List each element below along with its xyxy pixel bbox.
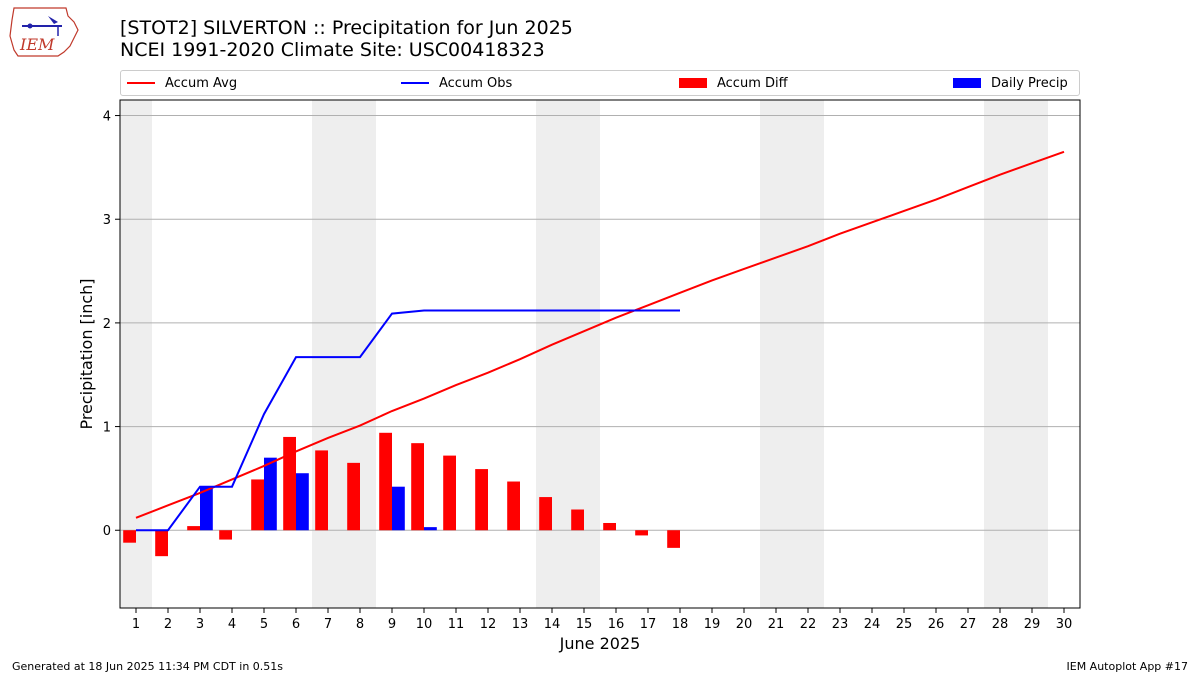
- legend-label: Daily Precip: [991, 75, 1068, 91]
- x-tick-label: 19: [704, 617, 721, 632]
- x-tick-label: 20: [736, 617, 753, 632]
- x-tick-label: 9: [388, 617, 396, 632]
- y-tick-label: 0: [103, 524, 111, 539]
- legend-item-accum-obs: Accum Obs: [401, 71, 512, 95]
- weekend-band: [344, 100, 376, 608]
- diff-bar: [571, 509, 584, 531]
- y-tick-label: 3: [103, 213, 111, 228]
- legend-label: Accum Avg: [165, 75, 238, 91]
- weekend-band: [312, 100, 344, 608]
- x-tick-label: 14: [544, 617, 561, 632]
- y-tick-label: 4: [103, 110, 111, 125]
- diff-bar: [539, 497, 552, 531]
- diff-bar: [475, 469, 488, 531]
- x-tick-label: 8: [356, 617, 364, 632]
- diff-bar: [155, 530, 168, 557]
- iem-logo: IEM: [9, 7, 79, 57]
- legend-swatch: [679, 78, 707, 88]
- x-tick-label: 5: [260, 617, 268, 632]
- chart-subtitle: NCEI 1991-2020 Climate Site: USC00418323: [120, 39, 545, 61]
- daily-bar: [392, 486, 405, 531]
- chart-title: [STOT2] SILVERTON :: Precipitation for J…: [120, 17, 573, 39]
- x-tick-label: 28: [992, 617, 1009, 632]
- x-axis-label: June 2025: [559, 634, 641, 653]
- diff-bar: [603, 522, 616, 531]
- diff-bar: [411, 443, 424, 531]
- y-tick-label: 2: [103, 317, 111, 332]
- legend-label: Accum Diff: [717, 75, 788, 91]
- weekend-band: [568, 100, 600, 608]
- daily-bar: [264, 457, 277, 531]
- diff-bar: [315, 450, 328, 531]
- weekend-band: [120, 100, 152, 608]
- x-tick-label: 3: [196, 617, 204, 632]
- diff-bar: [187, 526, 200, 531]
- x-tick-label: 26: [928, 617, 945, 632]
- x-tick-label: 13: [512, 617, 529, 632]
- lines: [135, 150, 1065, 532]
- daily-bar: [200, 486, 213, 531]
- diff-bar: [507, 481, 520, 531]
- accum-avg-line: [135, 150, 1065, 519]
- x-tick-label: 6: [292, 617, 300, 632]
- y-tick-label: 1: [103, 421, 111, 436]
- legend-item-accum-avg: Accum Avg: [127, 71, 237, 95]
- diff-bar: [443, 455, 456, 531]
- x-tick-label: 25: [896, 617, 913, 632]
- legend-swatch: [127, 82, 155, 84]
- x-tick-label: 2: [164, 617, 172, 632]
- legend-item-accum-diff: Accum Diff: [679, 71, 788, 95]
- daily-bar: [424, 527, 437, 531]
- plot-frame: [119, 99, 1081, 609]
- legend-swatch: [953, 78, 981, 88]
- x-tick-label: 15: [576, 617, 593, 632]
- accum-obs-line: [136, 309, 680, 532]
- diff-bar: [667, 530, 680, 548]
- x-tick-label: 12: [480, 617, 497, 632]
- legend: Accum Avg Accum Obs Accum Diff Daily Pre…: [120, 70, 1080, 96]
- footer-app: IEM Autoplot App #17: [1066, 660, 1189, 673]
- daily-bar: [296, 473, 309, 531]
- x-tick-label: 30: [1056, 617, 1073, 632]
- legend-label: Accum Obs: [439, 75, 513, 91]
- weekend-band: [536, 100, 568, 608]
- weekend-band: [760, 100, 792, 608]
- x-tick-label: 21: [768, 617, 785, 632]
- x-tick-label: 16: [608, 617, 625, 632]
- x-tick-label: 27: [960, 617, 977, 632]
- y-axis-label: Precipitation [inch]: [77, 278, 96, 429]
- x-tick-label: 22: [800, 617, 817, 632]
- diff-bar: [283, 436, 296, 531]
- x-tick-label: 4: [228, 617, 236, 632]
- diff-bar: [379, 432, 392, 531]
- diff-bar: [347, 462, 360, 531]
- weekend-band: [1016, 100, 1048, 608]
- weekend-shading: [120, 100, 1048, 608]
- diff-bar: [219, 530, 232, 540]
- weekend-band: [984, 100, 1016, 608]
- x-tick-label: 29: [1024, 617, 1041, 632]
- logo-text: IEM: [19, 35, 55, 54]
- x-tick-label: 7: [324, 617, 332, 632]
- x-tick-label: 23: [832, 617, 849, 632]
- diff-bar: [635, 530, 648, 536]
- legend-swatch: [401, 82, 429, 84]
- grid-lines: [120, 115, 1080, 531]
- x-tick-label: 17: [640, 617, 657, 632]
- diff-bar: [251, 479, 264, 531]
- x-tick-label: 10: [416, 617, 433, 632]
- x-tick-label: 24: [864, 617, 881, 632]
- footer-generated: Generated at 18 Jun 2025 11:34 PM CDT in…: [12, 660, 284, 673]
- weekend-band: [792, 100, 824, 608]
- x-tick-label: 18: [672, 617, 689, 632]
- x-tick-label: 11: [448, 617, 465, 632]
- x-tick-label: 1: [132, 617, 140, 632]
- diff-bar: [123, 530, 136, 543]
- legend-item-daily-precip: Daily Precip: [953, 71, 1068, 95]
- bars: [123, 432, 680, 557]
